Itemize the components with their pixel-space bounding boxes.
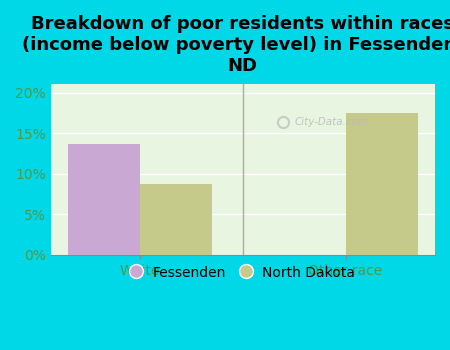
Title: Breakdown of poor residents within races
(income below poverty level) in Fessend: Breakdown of poor residents within races… bbox=[22, 15, 450, 75]
Bar bbox=[140, 184, 212, 255]
Text: City-Data.com: City-Data.com bbox=[294, 117, 368, 127]
Legend: Fessenden, North Dakota: Fessenden, North Dakota bbox=[125, 260, 360, 285]
Bar bbox=[68, 144, 140, 255]
Bar bbox=[346, 113, 418, 255]
